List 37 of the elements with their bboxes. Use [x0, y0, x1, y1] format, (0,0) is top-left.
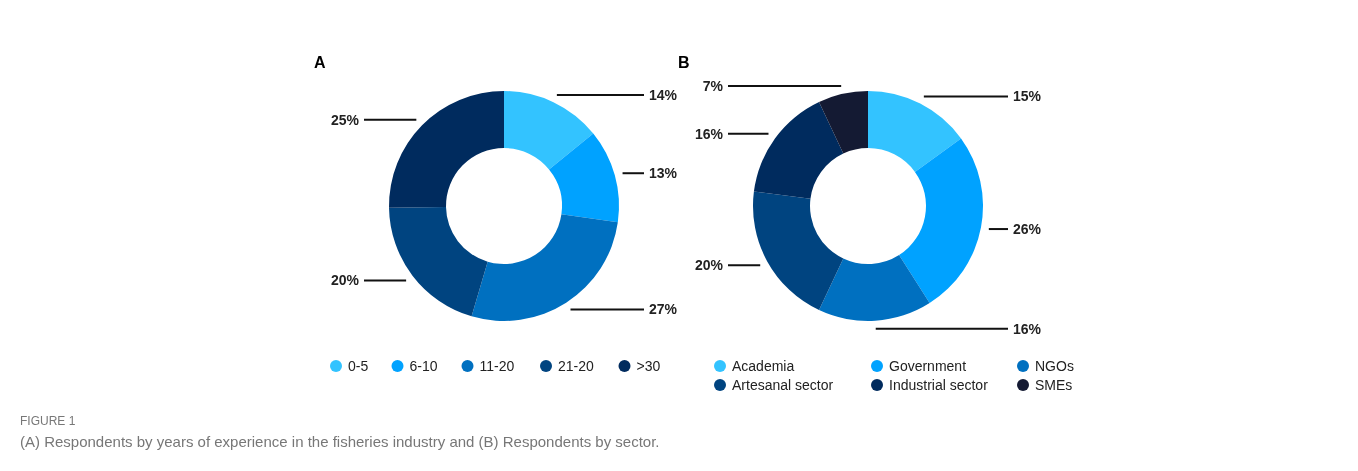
data-label: 25%	[330, 111, 360, 128]
donut-slice	[819, 91, 868, 154]
data-label: 27%	[649, 301, 678, 318]
donut-slice	[899, 138, 983, 304]
donut-slice	[504, 91, 594, 170]
legend-label: SMEs	[1035, 377, 1073, 393]
data-label: 14%	[649, 86, 678, 103]
legend-label: Government	[889, 358, 967, 374]
donut-slice	[753, 101, 844, 199]
legend-label: NGOs	[1035, 358, 1074, 374]
donut-slice	[819, 254, 930, 321]
donut-slice	[753, 191, 844, 311]
legend-label: Academia	[732, 358, 795, 374]
data-label: 7%	[702, 77, 724, 94]
data-label: 20%	[330, 272, 360, 289]
donut-slice	[471, 214, 618, 321]
data-label: 20%	[694, 257, 724, 274]
legend-label: Artesanal sector	[732, 377, 834, 393]
legend-label: 6-10	[409, 358, 438, 374]
data-label: 15%	[1013, 88, 1042, 105]
chart-title: A	[314, 54, 326, 71]
legend-label: 21-20	[558, 358, 595, 374]
data-label: 16%	[694, 125, 724, 142]
donut-slice	[389, 206, 488, 317]
text: (A) Respondents by years of experience in the fisheries industry and (B) Respondents by sector.	[20, 433, 660, 450]
data-label: 13%	[649, 165, 678, 182]
donut-slice	[549, 133, 619, 223]
data-label: 16%	[1013, 320, 1042, 337]
legend-label: 0-5	[348, 358, 369, 374]
donut-slice	[389, 91, 504, 208]
legend-label: 11-20	[479, 358, 515, 374]
caption: FIGURE 1	[20, 414, 76, 428]
legend-label: >30	[636, 358, 661, 374]
legend-label: Industrial sector	[889, 377, 989, 393]
chart-title: B	[678, 54, 690, 71]
donut-slice	[868, 91, 962, 172]
data-label: 26%	[1013, 221, 1042, 238]
